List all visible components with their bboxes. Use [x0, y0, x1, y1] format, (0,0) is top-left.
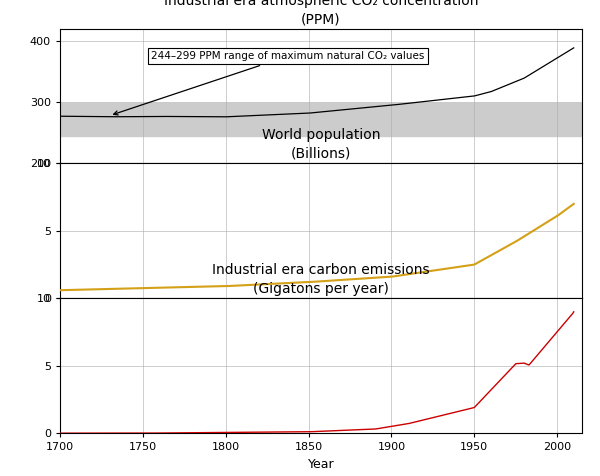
Bar: [60, 103, 582, 137]
Text: 244–299 PPM range of maximum natural CO₂ values: 244–299 PPM range of maximum natural CO₂…: [113, 51, 425, 115]
Title: World population
(Billions): World population (Billions): [262, 129, 380, 161]
Title: Industrial era atmospheric CO₂ concentration
(PPM): Industrial era atmospheric CO₂ concentra…: [164, 0, 478, 26]
X-axis label: Year: Year: [308, 458, 334, 471]
Title: Industrial era carbon emissions
(Gigatons per year): Industrial era carbon emissions (Gigaton…: [212, 263, 430, 296]
